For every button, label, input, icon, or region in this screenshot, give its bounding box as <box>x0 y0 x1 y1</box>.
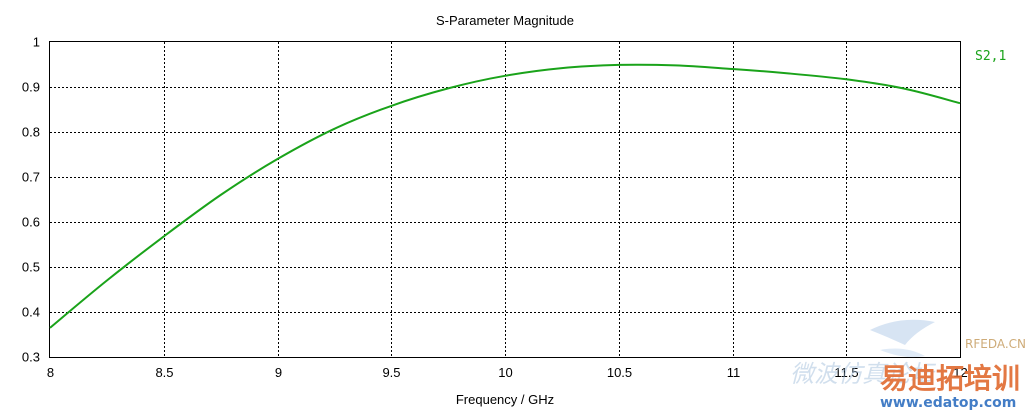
y-tick-label: 0.7 <box>22 170 40 185</box>
series-line-s21 <box>49 63 961 329</box>
x-tick-label: 10.5 <box>607 365 632 380</box>
series-layer <box>49 63 961 329</box>
x-axis-label: Frequency / GHz <box>456 392 554 407</box>
watermark-url: www.edatop.com <box>880 395 1016 411</box>
watermark-bird-logo <box>870 319 935 358</box>
x-tick-label: 11 <box>727 365 741 380</box>
y-tick-label: 0.6 <box>22 215 40 230</box>
y-tick-label: 1 <box>33 35 40 50</box>
watermark: 微波仿真论坛 RFEDA.CN 易迪拓培训 www.edatop.com <box>790 319 1026 411</box>
x-tick-label: 11.5 <box>834 365 858 380</box>
x-tick-label: 9 <box>275 365 282 380</box>
x-tick-label: 8 <box>47 365 54 380</box>
plot-area-frame <box>49 41 961 358</box>
legend-entry-s21: S2,1 <box>975 49 1006 64</box>
x-tick-label: 9.5 <box>382 365 400 380</box>
watermark-cn-text: 易迪拓培训 <box>880 362 1020 395</box>
x-tick-label: 12 <box>953 365 967 380</box>
x-tick-label: 10 <box>498 365 512 380</box>
y-tick-label: 0.9 <box>22 80 40 95</box>
y-tick-label: 0.3 <box>22 350 40 365</box>
x-tick-label: 8.5 <box>155 365 173 380</box>
y-tick-label: 0.8 <box>22 125 40 140</box>
y-tick-label: 0.4 <box>22 305 40 320</box>
y-tick-label: 0.5 <box>22 260 40 275</box>
x-axis-ticks: 8 8.5 9 9.5 10 10.5 11 11.5 12 <box>47 365 968 380</box>
watermark-brand: RFEDA.CN <box>965 337 1026 351</box>
gridlines <box>50 42 960 357</box>
chart-title: S-Parameter Magnitude <box>436 13 574 28</box>
y-axis-ticks: 0.3 0.4 0.5 0.6 0.7 0.8 0.9 1 <box>22 35 40 365</box>
watermark-faint-text: 微波仿真论坛 <box>790 360 937 388</box>
